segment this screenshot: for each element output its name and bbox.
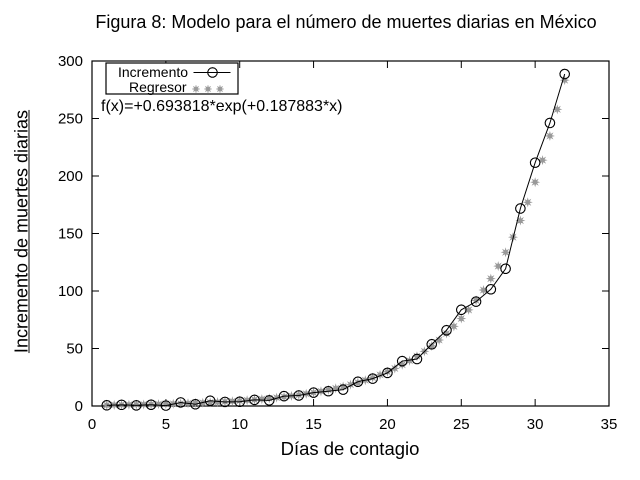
svg-text:15: 15 <box>305 416 322 433</box>
svg-text:20: 20 <box>379 416 396 433</box>
svg-text:5: 5 <box>162 416 170 433</box>
svg-text:Regresor: Regresor <box>129 79 187 95</box>
svg-text:Incremento: Incremento <box>118 64 188 80</box>
svg-text:25: 25 <box>453 416 470 433</box>
svg-text:0: 0 <box>88 416 96 433</box>
svg-text:200: 200 <box>58 168 83 185</box>
svg-text:250: 250 <box>58 111 83 128</box>
svg-text:35: 35 <box>601 416 618 433</box>
svg-text:300: 300 <box>58 53 83 70</box>
svg-text:10: 10 <box>231 416 248 433</box>
svg-text:150: 150 <box>58 226 83 243</box>
svg-text:100: 100 <box>58 283 83 300</box>
svg-text:0: 0 <box>75 398 83 415</box>
svg-text:50: 50 <box>66 341 83 358</box>
svg-text:30: 30 <box>527 416 544 433</box>
svg-text:f(x)=+0.693818*exp(+0.187883*x: f(x)=+0.693818*exp(+0.187883*x) <box>101 98 343 115</box>
